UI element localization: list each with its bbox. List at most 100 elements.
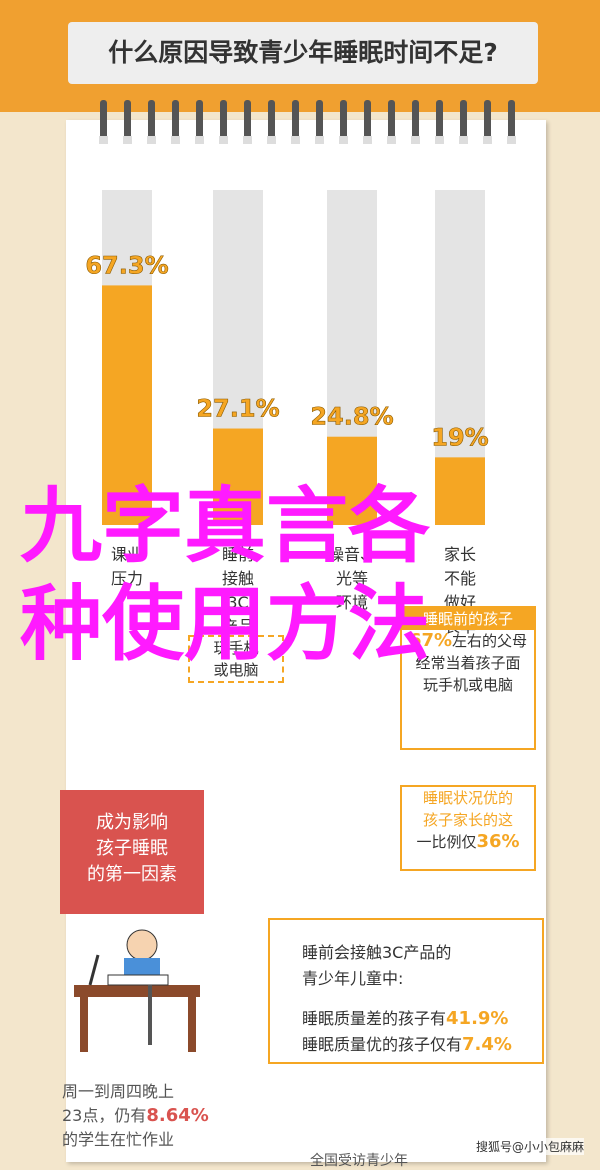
bar-label: 课业 (111, 545, 143, 564)
ring (508, 100, 515, 144)
line: 睡眠质量优的孩子仅有7.4% (302, 1032, 542, 1058)
bar-label: 家长 (444, 545, 476, 564)
watermark: 搜狐号@小小包麻麻 (476, 1138, 585, 1155)
ring-hole (147, 136, 156, 144)
head (126, 929, 158, 961)
ring-hole (363, 136, 372, 144)
line: 青少年儿童中: (302, 969, 404, 988)
desk-leg (80, 997, 88, 1052)
bar-label: 光等 (336, 569, 368, 588)
text: 一比例仅 (416, 833, 477, 851)
ring-hole (483, 136, 492, 144)
book (107, 974, 169, 986)
ring-hole (123, 136, 132, 144)
note-line: 或电脑 (213, 661, 259, 679)
bar (213, 428, 263, 525)
line: 成为影响 (96, 812, 168, 833)
text: 左右的父母 (452, 632, 528, 650)
line: 睡眠质量差的孩子有41.9% (302, 1006, 542, 1032)
note-line: 一比例仅36% (402, 831, 534, 853)
desk (74, 985, 200, 997)
ring (100, 100, 107, 144)
ring (412, 100, 419, 144)
bar (102, 285, 152, 525)
value-label: 67.3% (85, 251, 168, 279)
line: 的学生在忙作业 (62, 1130, 175, 1149)
ring-hole (99, 136, 108, 144)
bar (435, 457, 485, 525)
note-title: 睡眠前的孩子 (402, 608, 534, 630)
box-3c: 睡前会接触3C产品的 青少年儿童中: 睡眠质量差的孩子有41.9% 睡眠质量优的孩… (268, 918, 544, 1064)
note-parents: 睡眠前的孩子 67%左右的父母 经常当着孩子面 玩手机或电脑 (400, 606, 536, 750)
lamp (88, 954, 100, 986)
ring-hole (243, 136, 252, 144)
highlight: 8.64% (146, 1105, 209, 1126)
line: 的第一因素 (87, 864, 177, 885)
ring (388, 100, 395, 144)
ring-hole (195, 136, 204, 144)
line: 种使用方法 (20, 577, 431, 672)
ring-hole (171, 136, 180, 144)
ring-hole (339, 136, 348, 144)
highlight: 67% (408, 630, 453, 651)
bar-label: 睡前 (222, 545, 254, 564)
ring-hole (435, 136, 444, 144)
line: 孩子睡眠 (96, 838, 168, 859)
line: 周一到周四晚上 (62, 1082, 175, 1101)
highlight: 41.9% (446, 1008, 509, 1029)
value-label: 19% (431, 423, 488, 451)
footer-cut: 全国受访青少年 (310, 1153, 408, 1169)
value-label: 27.1% (196, 395, 279, 423)
overlay-text: 九字真言各 种使用方法 (20, 478, 430, 674)
ring-hole (219, 136, 228, 144)
text: 睡眠质量差的孩子有 (302, 1009, 447, 1028)
line: 九字真言各 (20, 479, 431, 574)
bar-label: 噪音、 (328, 545, 376, 564)
highlight: 7.4% (462, 1034, 512, 1055)
note-line: 玩手机 (213, 639, 259, 657)
line: 23点，仍有8.64% (62, 1104, 209, 1128)
bar-label: 压力 (111, 569, 143, 588)
ring (124, 100, 131, 144)
line: 睡前会接触3C产品的 (302, 943, 452, 962)
ring (436, 100, 443, 144)
ring (364, 100, 371, 144)
note-line: 睡眠状况优的 (422, 789, 513, 807)
note-line: 孩子家长的这 (422, 811, 513, 829)
bar-label: 接触 (222, 569, 254, 588)
ring-hole (315, 136, 324, 144)
bar (327, 436, 377, 525)
bar-label: 产品 (222, 617, 254, 636)
ring (172, 100, 179, 144)
bar-label: 不能 (444, 569, 476, 588)
note-good: 睡眠状况优的 孩子家长的这 一比例仅36% (400, 785, 536, 871)
ring (244, 100, 251, 144)
desk-leg (188, 997, 196, 1052)
homework: 周一到周四晚上 23点，仍有8.64% 的学生在忙作业 (62, 1080, 209, 1152)
red-box: 成为影响孩子睡眠的第一因素 (60, 790, 204, 914)
ring (196, 100, 203, 144)
note-line: 玩手机或电脑 (422, 676, 513, 694)
note-phone: 玩手机 或电脑 (188, 635, 284, 683)
ring-hole (267, 136, 276, 144)
ring (292, 100, 299, 144)
value-label: 24.8% (310, 403, 393, 431)
note-line: 67%左右的父母 (402, 630, 534, 652)
text: 睡眠质量优的孩子仅有 (302, 1035, 463, 1054)
ring-hole (459, 136, 468, 144)
text: 23点，仍有 (62, 1106, 147, 1125)
title: 什么原因导致青少年睡眠时间不足? (68, 22, 538, 84)
ring-hole (507, 136, 516, 144)
ring (268, 100, 275, 144)
ring-hole (291, 136, 300, 144)
bar-label: 3C (227, 593, 248, 612)
ring (484, 100, 491, 144)
ring (460, 100, 467, 144)
bar-label: 环境 (336, 593, 368, 612)
ring-hole (411, 136, 420, 144)
ring-hole (387, 136, 396, 144)
ring (316, 100, 323, 144)
ring (220, 100, 227, 144)
